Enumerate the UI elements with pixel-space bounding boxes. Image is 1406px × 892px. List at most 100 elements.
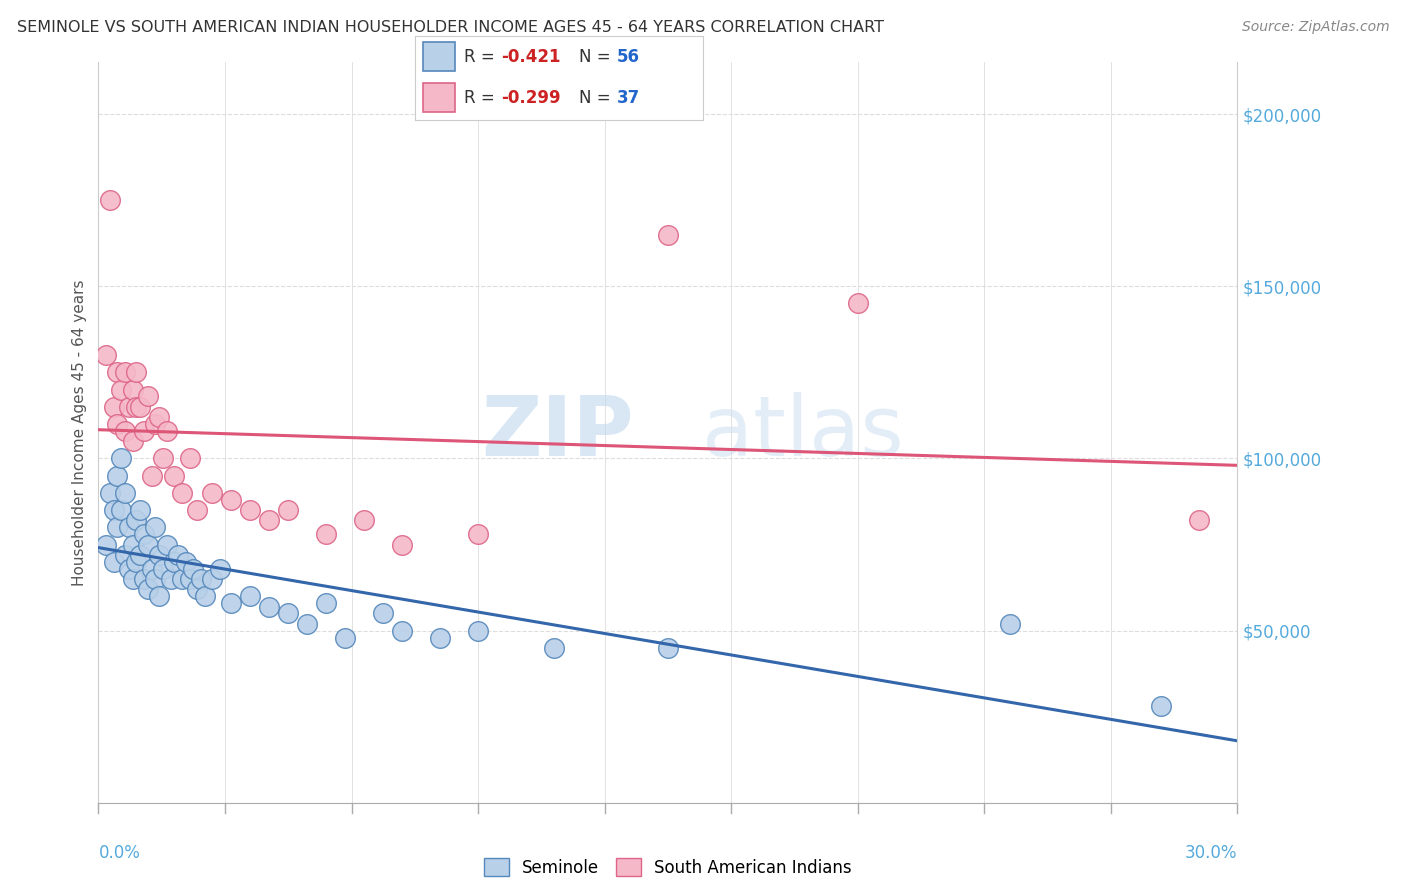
Point [94,537,117,551]
Point [221,492,243,507]
Point [657,227,679,242]
Point [121,537,143,551]
Point [391,537,413,551]
Point [170,486,193,500]
Point [353,513,375,527]
Text: atlas: atlas [702,392,904,473]
Point [103,503,125,517]
Point [315,596,337,610]
Point [179,451,201,466]
Point [129,400,152,414]
Text: 37: 37 [616,88,640,106]
Point [391,624,413,638]
Text: 56: 56 [616,48,640,66]
FancyBboxPatch shape [423,43,456,71]
Point [107,417,129,431]
Point [145,417,167,431]
Text: ZIP: ZIP [481,392,634,473]
Point [201,486,224,500]
Point [1188,513,1211,527]
Point [190,572,212,586]
Point [163,555,186,569]
Point [167,548,190,562]
Point [371,607,394,621]
Y-axis label: Householder Income Ages 45 - 64 years: Householder Income Ages 45 - 64 years [72,279,87,586]
Point [201,572,224,586]
Point [208,561,231,575]
Point [98,193,121,207]
Point [170,572,193,586]
Point [110,503,132,517]
Point [159,572,181,586]
Text: 0.0%: 0.0% [98,844,141,863]
Point [156,537,179,551]
Point [148,410,170,425]
Point [114,486,136,500]
Text: N =: N = [579,48,610,66]
Point [107,520,129,534]
Point [183,561,205,575]
FancyBboxPatch shape [423,83,456,112]
Point [297,616,319,631]
Point [657,640,679,655]
Point [239,589,262,603]
Text: R =: R = [464,88,495,106]
Text: N =: N = [579,88,610,106]
Point [277,503,299,517]
Point [132,424,155,438]
Point [110,451,132,466]
Point [94,348,117,362]
Point [103,555,125,569]
Point [1150,699,1173,714]
Point [121,434,143,449]
Point [846,296,869,310]
Point [141,468,163,483]
Point [543,640,565,655]
Text: Source: ZipAtlas.com: Source: ZipAtlas.com [1241,20,1389,34]
Point [136,582,159,597]
Point [107,365,129,379]
Point [152,561,174,575]
Point [136,389,159,403]
Point [145,520,167,534]
Point [429,631,451,645]
Text: -0.421: -0.421 [501,48,561,66]
Text: -0.299: -0.299 [501,88,561,106]
Point [174,555,197,569]
Point [239,503,262,517]
Point [148,548,170,562]
Point [114,548,136,562]
Legend: Seminole, South American Indians: Seminole, South American Indians [477,852,859,883]
Point [125,400,148,414]
Point [315,527,337,541]
Point [121,383,143,397]
Point [259,513,281,527]
Point [335,631,357,645]
Point [110,383,132,397]
Point [179,572,201,586]
Point [129,548,152,562]
Point [125,513,148,527]
Point [129,503,152,517]
Point [132,527,155,541]
Point [121,572,143,586]
Point [107,468,129,483]
Point [186,582,208,597]
Point [467,624,489,638]
Text: R =: R = [464,48,495,66]
Point [145,572,167,586]
Point [141,561,163,575]
Point [221,596,243,610]
Text: SEMINOLE VS SOUTH AMERICAN INDIAN HOUSEHOLDER INCOME AGES 45 - 64 YEARS CORRELAT: SEMINOLE VS SOUTH AMERICAN INDIAN HOUSEH… [17,20,884,35]
Point [998,616,1021,631]
Point [114,424,136,438]
Point [136,537,159,551]
Point [125,555,148,569]
Point [152,451,174,466]
Point [98,486,121,500]
Point [118,400,141,414]
Text: 30.0%: 30.0% [1185,844,1237,863]
Point [125,365,148,379]
Point [194,589,217,603]
Point [148,589,170,603]
